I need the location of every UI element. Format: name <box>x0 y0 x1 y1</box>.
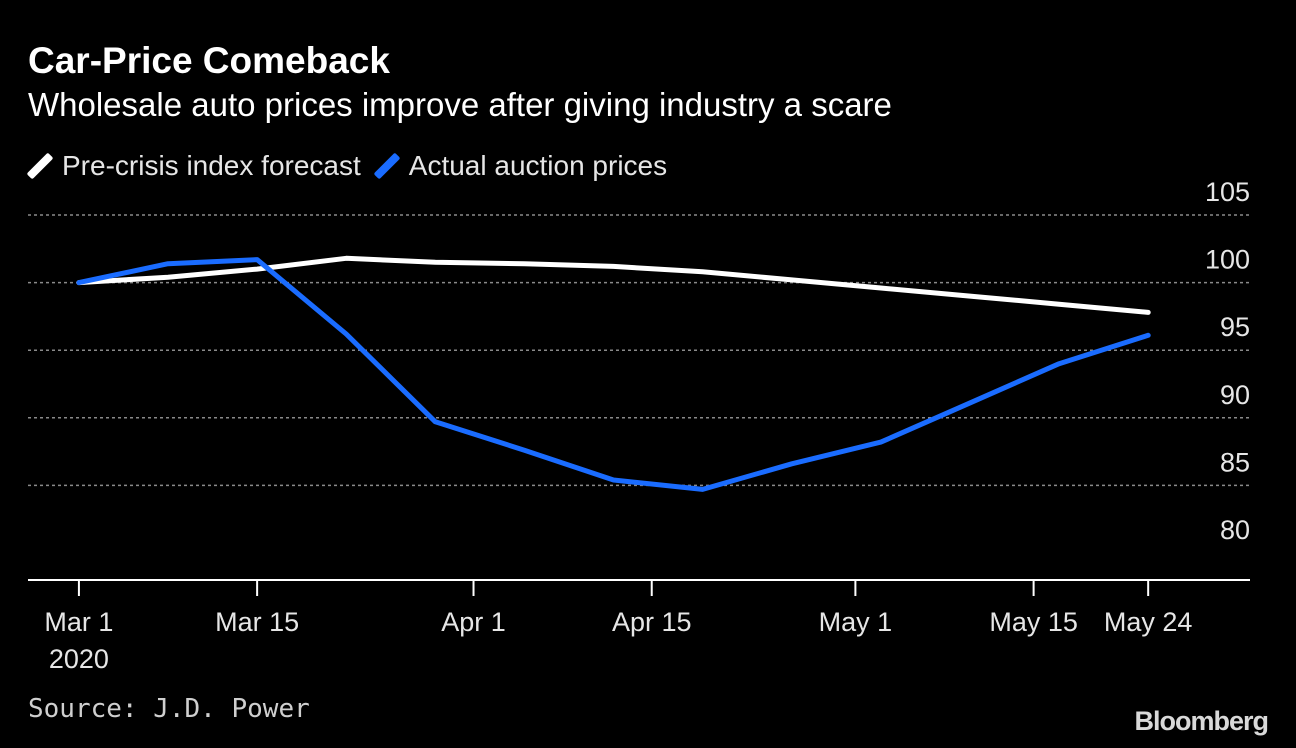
y-tick-label-90: 90 <box>1220 380 1250 410</box>
x-tick-label-5: May 15 <box>989 607 1078 637</box>
x-tick-sublabel-0: 2020 <box>49 644 109 674</box>
series-line-forecast <box>76 255 1151 315</box>
legend-item-forecast: Pre-crisis index forecast <box>26 150 361 182</box>
series-lines <box>76 255 1151 492</box>
legend-label-actual: Actual auction prices <box>408 150 668 181</box>
bloomberg-logo: Bloomberg <box>1134 706 1269 736</box>
x-tick-label-1: Mar 15 <box>215 607 299 637</box>
y-tick-label-100: 100 <box>1205 245 1250 275</box>
y-tick-label-85: 85 <box>1220 447 1250 477</box>
y-tick-label-95: 95 <box>1220 312 1250 342</box>
y-tick-label-80: 80 <box>1220 515 1250 545</box>
x-tick-label-4: May 1 <box>819 607 893 637</box>
legend-item-actual: Actual auction prices <box>373 150 668 182</box>
legend-label-forecast: Pre-crisis index forecast <box>62 150 361 181</box>
x-tick-label-2: Apr 1 <box>441 607 506 637</box>
y-axis-ticks: 80 85 90 95 100 105 <box>1205 177 1250 545</box>
x-tick-label-0: Mar 1 <box>44 607 113 637</box>
legend: Pre-crisis index forecast Actual auction… <box>26 150 681 182</box>
x-tick-label-3: Apr 15 <box>612 607 692 637</box>
y-tick-label-105: 105 <box>1205 177 1250 207</box>
series-line-actual <box>76 257 1151 492</box>
x-tick-label-6: May 24 <box>1104 607 1193 637</box>
chart-subtitle: Wholesale auto prices improve after givi… <box>28 86 892 123</box>
chart-title: Car-Price Comeback <box>28 40 390 81</box>
x-axis: Mar 1 2020 Mar 15 Apr 1 Apr 15 May 1 May 15 May… <box>28 579 1250 674</box>
gridlines <box>28 214 1250 487</box>
source-note: Source: J.D. Power <box>28 694 310 724</box>
